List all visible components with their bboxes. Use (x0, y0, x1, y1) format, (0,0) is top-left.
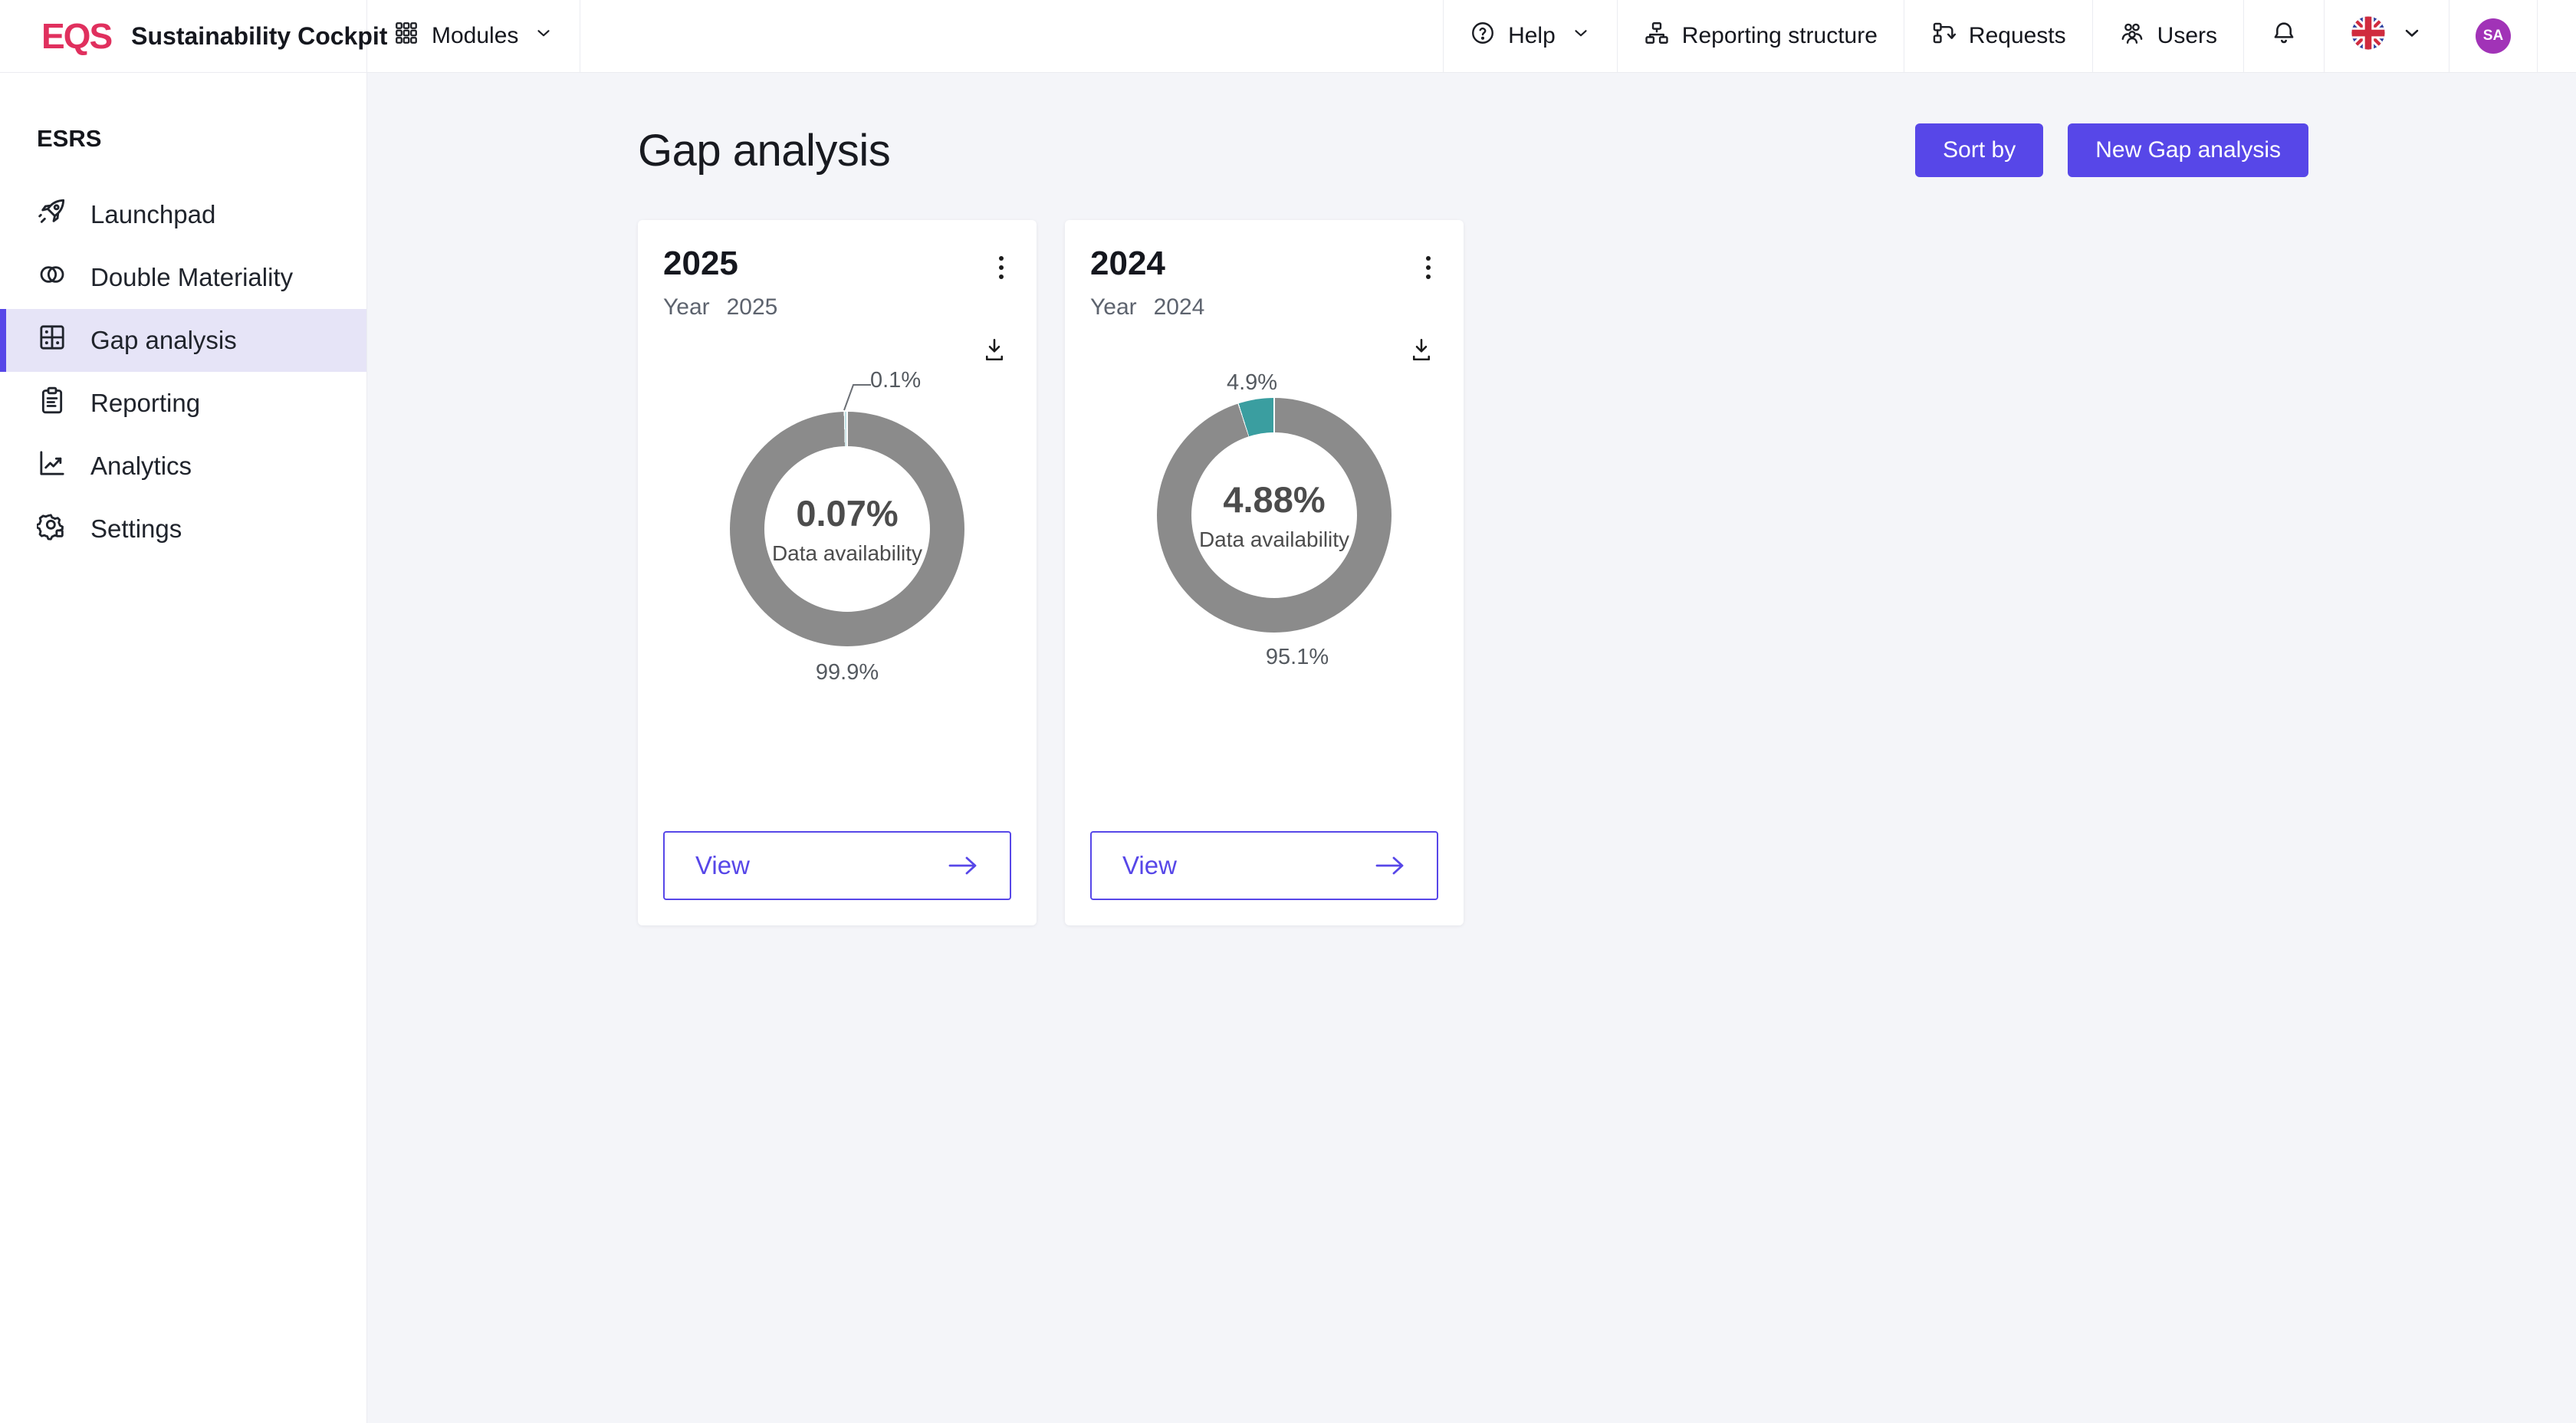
sidebar-item-settings[interactable]: Settings (0, 498, 366, 560)
chevron-down-icon (2401, 22, 2423, 50)
data-availability-value: 4.88% (1223, 479, 1326, 520)
card-title: 2024 (1090, 245, 1165, 282)
sidebar: ESRS Launchpad Double Materiality (0, 73, 367, 1423)
donut-chart-2024: 4.88% Data availability (1157, 398, 1392, 633)
card-toolbar (1090, 333, 1438, 369)
sidebar-item-label: Double Materiality (90, 263, 294, 291)
sidebar-item-label: Gap analysis (90, 326, 237, 354)
download-chart-button[interactable] (978, 333, 1011, 369)
sidebar-item-gap-analysis[interactable]: Gap analysis (0, 309, 366, 372)
brand: EQS Sustainability Cockpit (0, 0, 387, 72)
view-label: View (1122, 851, 1177, 879)
card-title: 2025 (663, 245, 738, 282)
modules-menu[interactable]: Modules (367, 0, 581, 72)
gap-analysis-card-2025: 2025 Year 2025 0.07% Data availability (638, 220, 1037, 925)
grid-table-icon (37, 322, 67, 359)
sidebar-item-reporting[interactable]: Reporting (0, 372, 366, 435)
sitemap-icon (1644, 20, 1670, 52)
sort-by-button[interactable]: Sort by (1915, 123, 2044, 177)
data-availability-label: Data availability (771, 541, 923, 565)
requests-label: Requests (1968, 23, 2066, 48)
chevron-down-icon (534, 23, 554, 49)
sidebar-item-launchpad[interactable]: Launchpad (0, 183, 366, 246)
donut-center: 0.07% Data availability (764, 446, 930, 612)
view-label: View (695, 851, 750, 879)
card-subtitle: Year 2024 (1090, 294, 1438, 320)
sidebar-nav: Launchpad Double Materiality Gap analysi… (0, 183, 366, 560)
card-header: 2025 (663, 245, 1011, 287)
sidebar-item-label: Launchpad (90, 200, 216, 228)
clipboard-icon (37, 385, 67, 422)
arrow-right-icon (1375, 856, 1404, 875)
year-label: Year (663, 294, 710, 320)
requests-link[interactable]: Requests (1904, 0, 2093, 72)
chevron-down-icon (1571, 23, 1591, 49)
data-availability-value: 0.07% (796, 493, 899, 534)
card-menu-button[interactable] (1418, 248, 1438, 287)
workflow-icon (1930, 20, 1957, 52)
sidebar-item-analytics[interactable]: Analytics (0, 435, 366, 498)
download-chart-button[interactable] (1405, 333, 1438, 369)
help-menu[interactable]: Help (1443, 0, 1618, 72)
card-header: 2024 (1090, 245, 1438, 287)
uk-flag-icon (2351, 15, 2386, 57)
donut-chart-2025: 0.07% Data availability (730, 412, 964, 646)
sidebar-section-label: ESRS (37, 125, 102, 152)
page-actions: Sort by New Gap analysis (1915, 123, 2308, 177)
users-label: Users (2157, 23, 2217, 48)
sidebar-item-label: Analytics (90, 452, 192, 480)
main-content: Gap analysis Sort by New Gap analysis 20… (367, 73, 2576, 1423)
cards-row: 2025 Year 2025 0.07% Data availability (367, 220, 2576, 925)
topbar-spacer (580, 0, 1443, 72)
gap-analysis-card-2024: 2024 Year 2024 4.88% Data availability (1065, 220, 1464, 925)
year-value: 2025 (726, 294, 778, 320)
gear-icon (35, 511, 67, 547)
card-subtitle: Year 2025 (663, 294, 1011, 320)
modules-label: Modules (432, 23, 519, 48)
app-title: Sustainability Cockpit (131, 21, 388, 50)
reporting-structure-link[interactable]: Reporting structure (1618, 0, 1904, 72)
bell-icon (2270, 19, 2298, 53)
avatar: SA (2476, 18, 2511, 54)
modules-grid-icon (393, 20, 419, 52)
topbar: EQS Sustainability Cockpit Modules Help (0, 0, 2576, 73)
notifications-button[interactable] (2244, 0, 2325, 72)
card-toolbar (663, 333, 1011, 369)
help-icon (1470, 20, 1496, 52)
data-availability-label: Data availability (1198, 527, 1350, 551)
sidebar-item-label: Settings (90, 514, 182, 543)
sidebar-item-label: Reporting (90, 389, 201, 417)
arrow-right-icon (948, 856, 977, 875)
new-gap-analysis-button[interactable]: New Gap analysis (2068, 123, 2308, 177)
double-circles-icon (37, 259, 67, 296)
language-selector[interactable] (2325, 0, 2450, 72)
users-icon (2119, 20, 2145, 52)
slice-label-available: 0.1% (870, 368, 922, 393)
eqs-logo[interactable]: EQS (41, 16, 113, 56)
sidebar-item-double-materiality[interactable]: Double Materiality (0, 246, 366, 309)
user-avatar[interactable]: SA (2450, 0, 2538, 72)
label-callout-line (843, 384, 871, 411)
donut-center: 4.88% Data availability (1191, 432, 1357, 598)
line-chart-icon (37, 448, 67, 485)
slice-label-missing: 99.9% (815, 660, 879, 685)
slice-label-missing: 95.1% (1265, 645, 1329, 669)
card-menu-button[interactable] (991, 248, 1011, 287)
view-button-2025[interactable]: View (663, 831, 1011, 900)
reporting-structure-label: Reporting structure (1681, 23, 1878, 48)
rocket-icon (37, 196, 67, 233)
page-title: Gap analysis (638, 125, 891, 176)
view-button-2024[interactable]: View (1090, 831, 1438, 900)
year-value: 2024 (1153, 294, 1205, 320)
slice-label-available: 4.9% (1226, 370, 1278, 395)
help-label: Help (1508, 23, 1556, 48)
users-link[interactable]: Users (2093, 0, 2244, 72)
year-label: Year (1090, 294, 1137, 320)
page-header: Gap analysis Sort by New Gap analysis (367, 73, 2576, 177)
